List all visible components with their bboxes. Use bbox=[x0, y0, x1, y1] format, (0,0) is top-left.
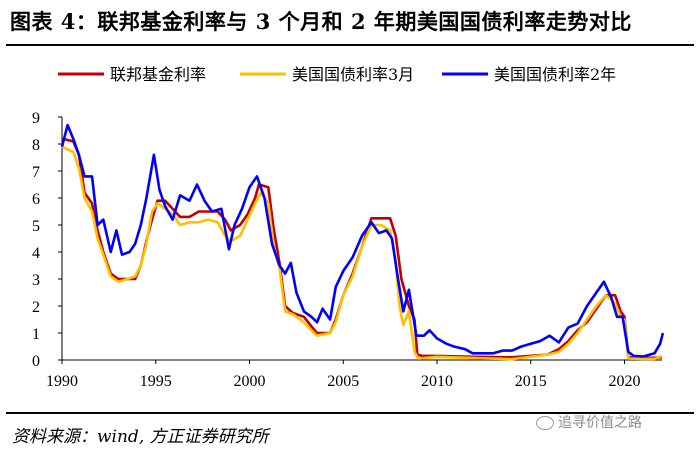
chart-title: 图表 4：联邦基金利率与 3 个月和 2 年期美国国债利率走势对比 bbox=[10, 9, 632, 34]
legend-label-3: 美国国债利率2年 bbox=[494, 65, 616, 84]
watermark-text: 追寻价值之路 bbox=[558, 415, 642, 431]
y-tick-label: 6 bbox=[32, 191, 40, 208]
y-tick-label: 9 bbox=[32, 110, 40, 127]
x-tick-label: 2000 bbox=[234, 373, 266, 390]
x-tick-label: 2020 bbox=[609, 373, 641, 390]
chart-axes bbox=[61, 117, 662, 361]
y-tick-label: 1 bbox=[32, 326, 40, 343]
chart-legend: 联邦基金利率 美国国债利率3月 美国国债利率2年 bbox=[58, 65, 616, 84]
y-tick-label: 8 bbox=[32, 137, 40, 154]
y-tick-label: 4 bbox=[32, 245, 40, 262]
y-tick-label: 3 bbox=[32, 272, 40, 289]
wechat-icon bbox=[536, 416, 554, 430]
y-tick-label: 7 bbox=[32, 164, 40, 181]
y-tick-label: 2 bbox=[32, 299, 40, 316]
title-rule bbox=[6, 44, 694, 46]
watermark: 追寻价值之路 bbox=[536, 412, 642, 432]
y-tick-label: 5 bbox=[32, 218, 40, 235]
x-tick-label: 2005 bbox=[327, 373, 359, 390]
axis-ticks: 0 1 2 3 4 5 6 7 8 9 1990 1995 2000 2005 2010 2015 2020 bbox=[32, 110, 641, 390]
x-tick-label: 2015 bbox=[515, 373, 547, 390]
legend-label-1: 联邦基金利率 bbox=[110, 65, 206, 84]
x-tick-label: 2010 bbox=[421, 373, 453, 390]
x-tick-label: 1990 bbox=[46, 373, 78, 390]
x-tick-label: 1995 bbox=[140, 373, 172, 390]
chart-series bbox=[60, 123, 665, 361]
legend-label-2: 美国国债利率3月 bbox=[292, 65, 414, 84]
series-line-3 bbox=[60, 123, 665, 358]
footer-rule bbox=[6, 412, 694, 414]
series-line-2 bbox=[61, 145, 663, 361]
y-tick-label: 0 bbox=[32, 353, 40, 370]
source-note: 资料来源：wind, 方正证券研究所 bbox=[12, 427, 269, 447]
